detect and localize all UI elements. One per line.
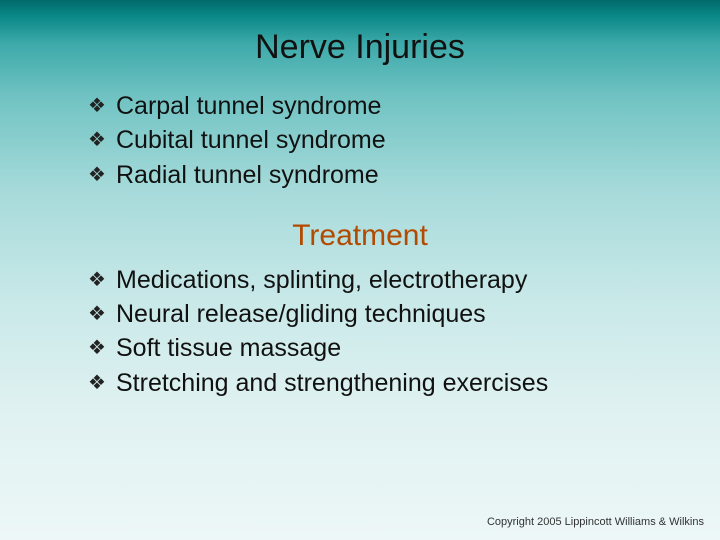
section-1: ❖ Carpal tunnel syndrome ❖ Cubital tunne… bbox=[0, 91, 720, 191]
diamond-bullet-icon: ❖ bbox=[88, 302, 106, 327]
list-item: ❖ Neural release/gliding techniques bbox=[88, 299, 660, 330]
section-2: ❖ Medications, splinting, electrotherapy… bbox=[0, 265, 720, 399]
slide-title: Nerve Injuries bbox=[0, 28, 720, 67]
diamond-bullet-icon: ❖ bbox=[88, 94, 106, 119]
list-item-text: Stretching and strengthening exercises bbox=[116, 369, 548, 397]
list-item: ❖ Radial tunnel syndrome bbox=[88, 160, 660, 191]
diamond-bullet-icon: ❖ bbox=[88, 128, 106, 153]
list-item-text: Carpal tunnel syndrome bbox=[116, 92, 381, 120]
list-item-text: Neural release/gliding techniques bbox=[116, 300, 486, 328]
list-item-text: Cubital tunnel syndrome bbox=[116, 126, 386, 154]
bullet-list-2: ❖ Medications, splinting, electrotherapy… bbox=[88, 265, 660, 399]
bullet-list-1: ❖ Carpal tunnel syndrome ❖ Cubital tunne… bbox=[88, 91, 660, 191]
copyright-text: Copyright 2005 Lippincott Williams & Wil… bbox=[487, 516, 704, 528]
slide: Nerve Injuries ❖ Carpal tunnel syndrome … bbox=[0, 0, 720, 540]
diamond-bullet-icon: ❖ bbox=[88, 163, 106, 188]
list-item: ❖ Carpal tunnel syndrome bbox=[88, 91, 660, 122]
list-item-text: Medications, splinting, electrotherapy bbox=[116, 266, 527, 294]
list-item-text: Radial tunnel syndrome bbox=[116, 161, 379, 189]
diamond-bullet-icon: ❖ bbox=[88, 268, 106, 293]
list-item: ❖ Stretching and strengthening exercises bbox=[88, 368, 660, 399]
list-item: ❖ Medications, splinting, electrotherapy bbox=[88, 265, 660, 296]
diamond-bullet-icon: ❖ bbox=[88, 371, 106, 396]
list-item: ❖ Soft tissue massage bbox=[88, 333, 660, 364]
subheading-treatment: Treatment bbox=[0, 219, 720, 253]
diamond-bullet-icon: ❖ bbox=[88, 336, 106, 361]
list-item: ❖ Cubital tunnel syndrome bbox=[88, 125, 660, 156]
list-item-text: Soft tissue massage bbox=[116, 334, 341, 362]
